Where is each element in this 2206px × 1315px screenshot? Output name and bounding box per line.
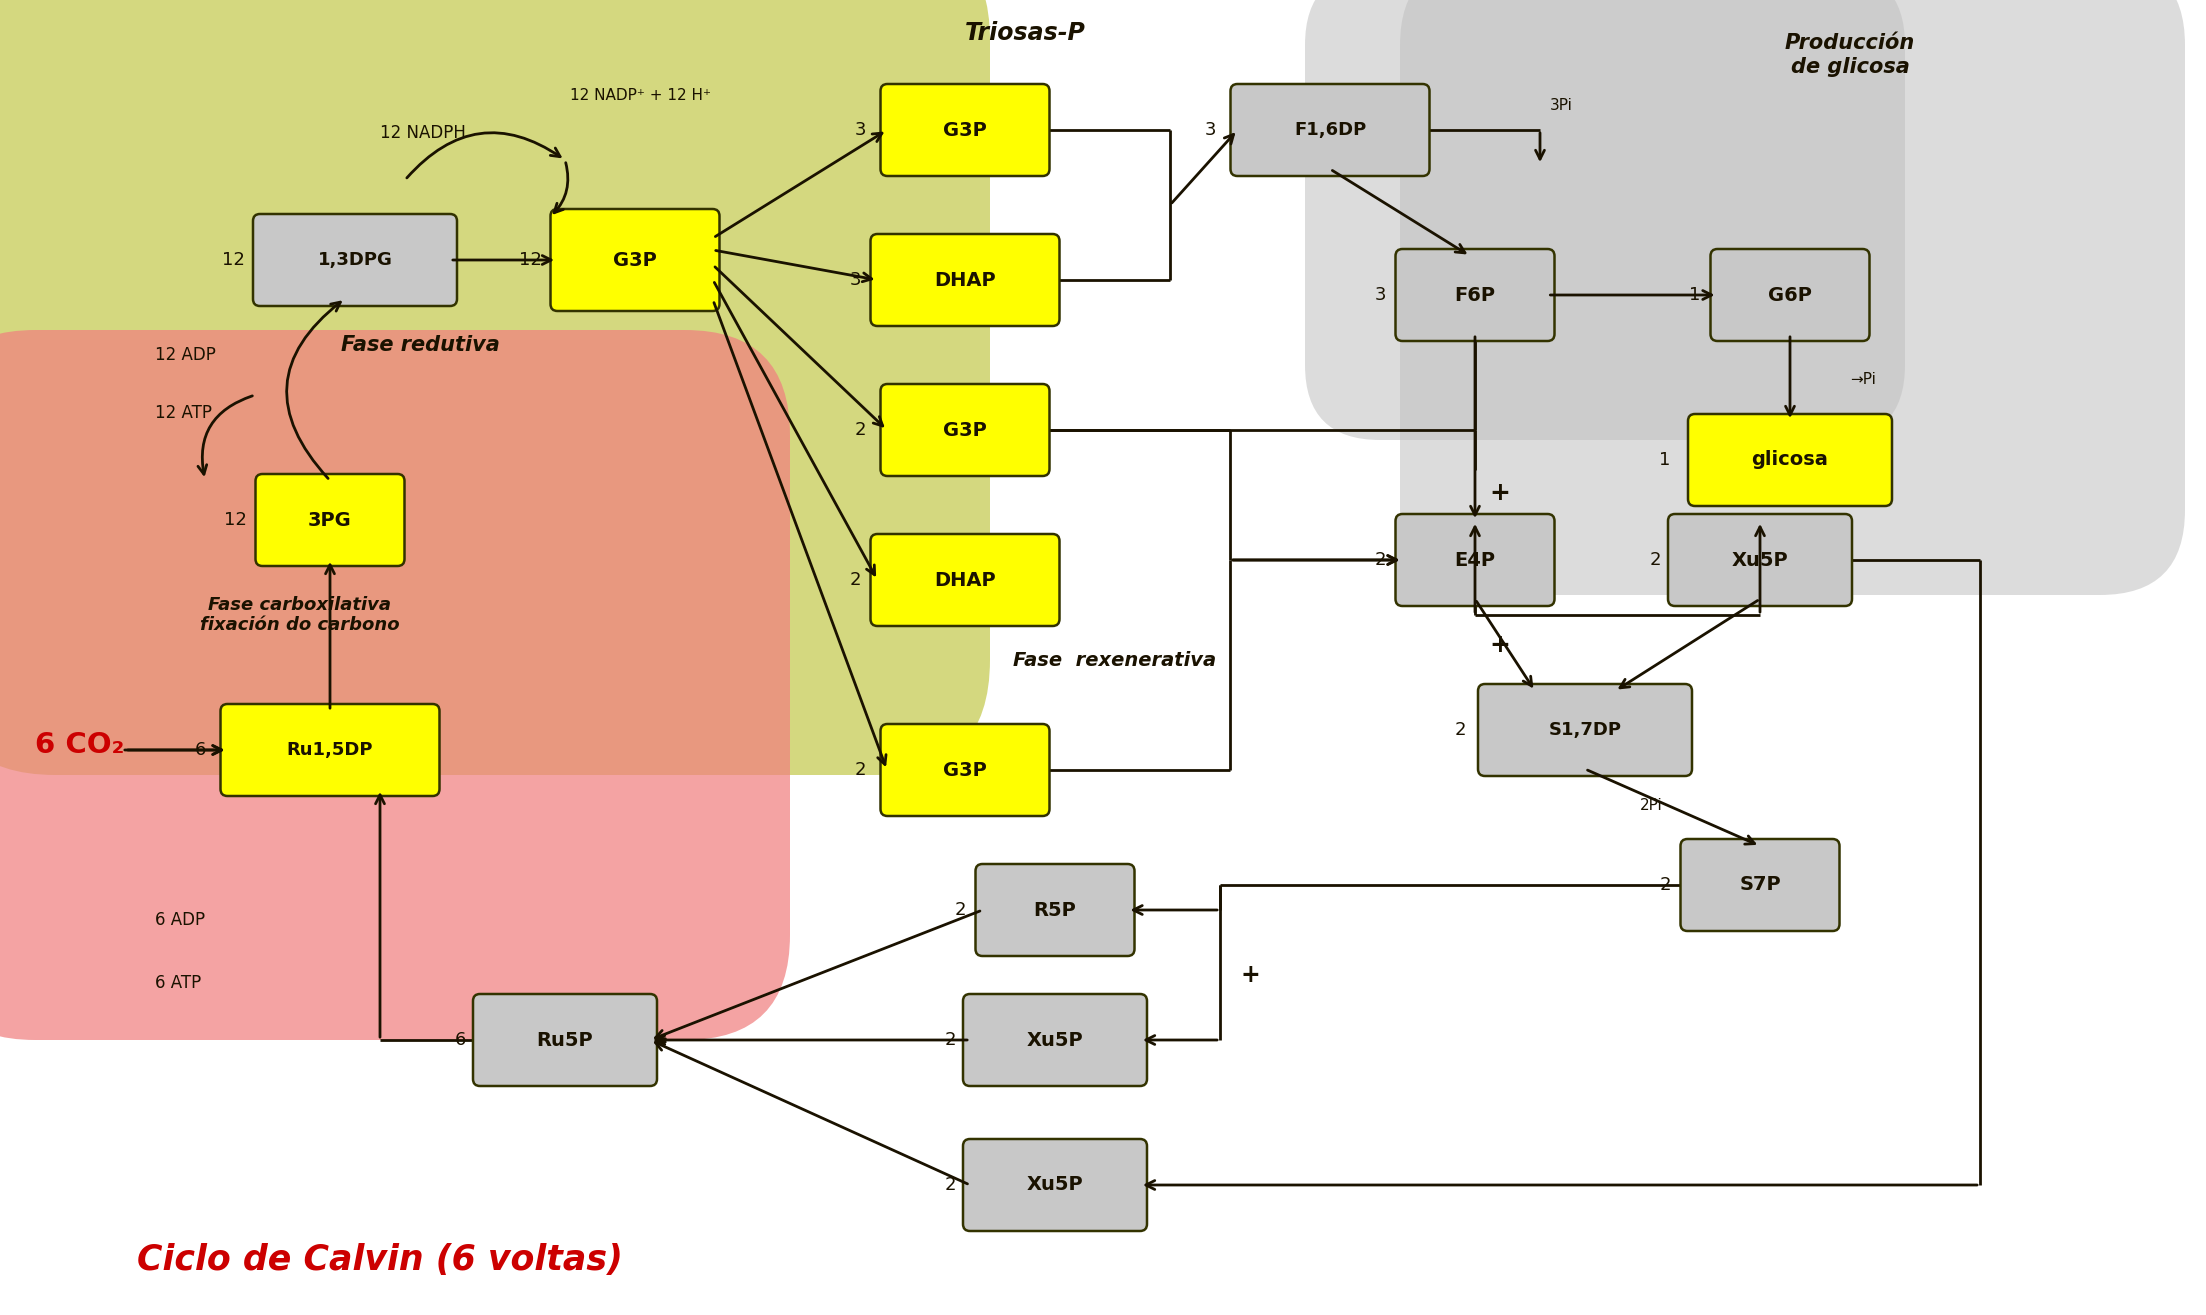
Text: 2: 2 [854,421,865,439]
FancyBboxPatch shape [256,473,404,565]
FancyBboxPatch shape [1231,84,1429,176]
Text: 6 ATP: 6 ATP [154,974,201,992]
Text: 2: 2 [849,571,860,589]
FancyBboxPatch shape [0,330,790,1040]
Text: 2: 2 [1374,551,1385,569]
Text: glicosa: glicosa [1752,451,1829,469]
Text: Ru5P: Ru5P [536,1031,593,1049]
Text: +: + [1489,633,1511,658]
FancyBboxPatch shape [1668,514,1853,606]
Text: 2: 2 [944,1031,955,1049]
FancyBboxPatch shape [0,0,990,775]
Text: 12 ADP: 12 ADP [154,346,216,364]
Text: DHAP: DHAP [933,571,995,589]
Text: 1: 1 [1690,285,1701,304]
Text: 2: 2 [1454,721,1465,739]
Text: 3: 3 [854,121,865,139]
FancyBboxPatch shape [871,234,1059,326]
Text: R5P: R5P [1035,901,1077,919]
Text: Xu5P: Xu5P [1026,1176,1083,1194]
Text: 6 ADP: 6 ADP [154,911,205,928]
FancyBboxPatch shape [1306,0,1906,441]
Text: E4P: E4P [1454,551,1496,569]
Text: Producción
de glicosa: Producción de glicosa [1785,33,1915,76]
Text: +: + [1240,963,1260,988]
Text: 2: 2 [1659,876,1670,894]
Text: G3P: G3P [944,421,986,439]
Text: 3PG: 3PG [309,510,353,530]
Text: 3: 3 [1374,285,1385,304]
FancyBboxPatch shape [1396,514,1555,606]
Text: G3P: G3P [944,760,986,780]
FancyBboxPatch shape [221,704,439,796]
Text: 2Pi: 2Pi [1639,797,1663,813]
FancyBboxPatch shape [1396,249,1555,341]
FancyBboxPatch shape [1710,249,1868,341]
Text: DHAP: DHAP [933,271,995,289]
Text: 2: 2 [955,901,966,919]
Text: Xu5P: Xu5P [1026,1031,1083,1049]
Text: Ru1,5DP: Ru1,5DP [287,740,373,759]
FancyBboxPatch shape [880,725,1050,817]
Text: 12: 12 [223,512,247,529]
Text: Xu5P: Xu5P [1732,551,1789,569]
Text: F6P: F6P [1454,285,1496,305]
Text: 2: 2 [1650,551,1661,569]
Text: 12 NADP⁺ + 12 H⁺: 12 NADP⁺ + 12 H⁺ [569,88,710,103]
Text: 3: 3 [849,271,860,289]
FancyBboxPatch shape [472,994,657,1086]
Text: G3P: G3P [613,250,657,270]
Text: G3P: G3P [944,121,986,139]
Text: 12: 12 [221,251,245,270]
FancyBboxPatch shape [552,209,719,312]
FancyBboxPatch shape [1401,0,2184,594]
FancyBboxPatch shape [964,1139,1147,1231]
Text: S1,7DP: S1,7DP [1549,721,1621,739]
Text: +: + [1489,481,1511,505]
Text: 12: 12 [518,251,540,270]
Text: S7P: S7P [1738,876,1780,894]
Text: 3: 3 [1204,121,1216,139]
Text: →Pi: →Pi [1851,372,1875,388]
FancyBboxPatch shape [1681,839,1840,931]
FancyBboxPatch shape [871,534,1059,626]
Text: 6: 6 [454,1031,465,1049]
Text: 3Pi: 3Pi [1551,97,1573,113]
Text: 12 NADPH: 12 NADPH [379,124,465,142]
Text: 1,3DPG: 1,3DPG [318,251,393,270]
Text: 12 ATP: 12 ATP [154,404,212,422]
Text: 2: 2 [944,1176,955,1194]
Text: Ciclo de Calvin (6 voltas): Ciclo de Calvin (6 voltas) [137,1243,622,1277]
Text: Triosas-P: Triosas-P [964,21,1085,45]
FancyBboxPatch shape [880,384,1050,476]
Text: 2: 2 [854,761,865,778]
Text: Fase redutiva: Fase redutiva [340,335,499,355]
Text: Fase  rexenerativa: Fase rexenerativa [1013,651,1216,669]
Text: 6 CO₂: 6 CO₂ [35,731,124,759]
FancyBboxPatch shape [254,214,457,306]
FancyBboxPatch shape [1478,684,1692,776]
Text: F1,6DP: F1,6DP [1295,121,1366,139]
FancyBboxPatch shape [880,84,1050,176]
Text: 6: 6 [194,740,205,759]
Text: G6P: G6P [1767,285,1811,305]
FancyBboxPatch shape [964,994,1147,1086]
Text: Fase carboxilativa
fixación do carbono: Fase carboxilativa fixación do carbono [201,596,399,634]
FancyBboxPatch shape [975,864,1134,956]
Text: 1: 1 [1659,451,1670,469]
FancyBboxPatch shape [1688,414,1893,506]
